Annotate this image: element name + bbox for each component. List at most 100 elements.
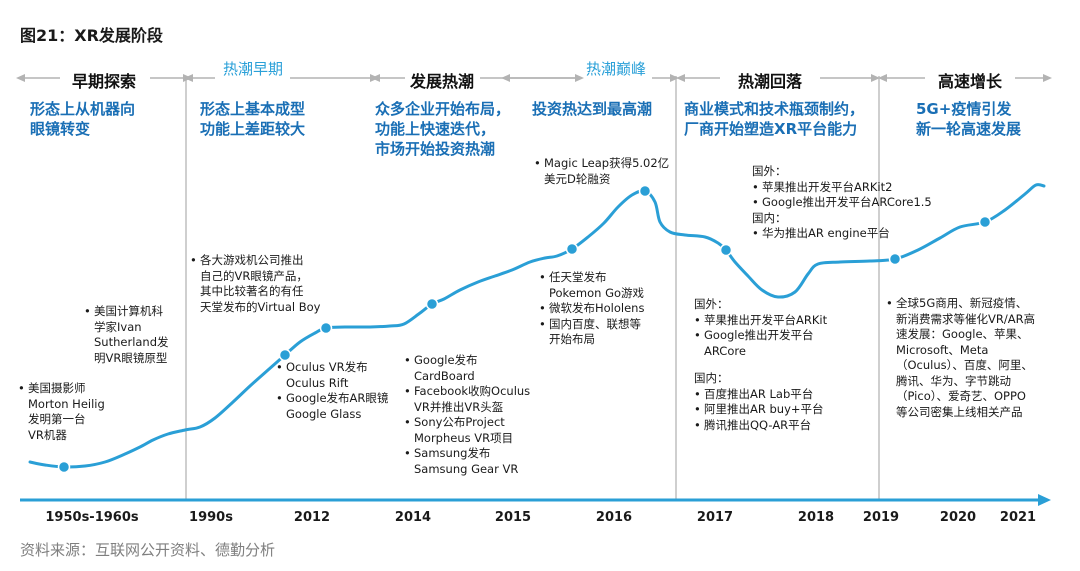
annotation-line: 天堂发布的Virtual Boy: [200, 299, 321, 314]
stage-description-line: 形态上基本成型: [200, 100, 306, 118]
x-tick-label: 2018: [797, 510, 835, 525]
annotation-line: 自己的VR眼镜产品，: [200, 268, 308, 283]
annotation-line: VR机器: [28, 427, 67, 442]
stage-description: 形态上从机器向 眼镜转变: [30, 99, 135, 139]
x-tick-label: 2012: [293, 510, 331, 525]
event-annotation: Google发布CardBoardFacebook收购OculusVR并推出VR…: [404, 353, 530, 477]
stage-description: 众多企业开始布局， 功能上快速迭代， 市场开始投资热潮: [375, 99, 510, 159]
annotation-line: Sutherland发: [94, 335, 169, 349]
event-point: [425, 297, 439, 311]
source-note: 资料来源：互联网公开资料、德勤分析: [20, 541, 276, 559]
annotation-line: Google推出开发平台: [694, 328, 827, 344]
annotation-line: Google Glass: [286, 406, 362, 421]
annotation-line: 国外：: [694, 297, 729, 311]
event-point: [319, 321, 333, 335]
annotation-line: VR并推出VR头盔: [414, 399, 504, 414]
event-annotation: 国外： 苹果推出开发平台ARKitGoogle推出开发平台ARCore 国内： 百度推…: [694, 297, 827, 433]
stage-description-line: 投资热达到最高潮: [532, 100, 653, 118]
event-point: [278, 348, 292, 362]
x-tick-label: 2016: [595, 510, 633, 525]
annotation-line: 国内：: [752, 210, 787, 225]
annotation-line: Morpheus VR项目: [414, 430, 514, 445]
stage-name: 热潮回落: [737, 72, 803, 91]
stage-description: 5G+疫情引发 新一轮高速发展: [916, 99, 1021, 139]
event-point: [888, 252, 902, 266]
annotation-line: 任天堂发布: [539, 270, 644, 286]
stage-description: 形态上基本成型 功能上差距较大: [200, 99, 305, 139]
event-annotation: 国外： 苹果推出开发平台ARKit2Google推出开发平台ARCore1.5国内…: [752, 164, 932, 242]
stage-name: 早期探索: [71, 72, 137, 91]
annotation-line: 开始布局: [549, 332, 595, 346]
x-tick-label: 2020: [939, 510, 977, 525]
x-tick-label: 1990s: [189, 510, 233, 525]
annotation-line: Samsung Gear VR: [414, 461, 519, 476]
annotation-line: 新消费需求等催化VR/AR高: [896, 311, 1036, 326]
annotation-line: 微软发布Hololens: [539, 301, 644, 317]
x-tick-label: 1950s-1960s: [45, 510, 139, 525]
annotation-line: 腾讯、华为、字节跳动: [896, 373, 1011, 388]
stage-name: 发展热潮: [409, 72, 475, 91]
annotation-line: 明VR眼镜原型: [94, 350, 168, 365]
stage-description: 商业模式和技术瓶颈制约， 厂商开始塑造XR平台能力: [684, 99, 864, 139]
x-tick-label: 2017: [696, 510, 734, 525]
annotation-line: Samsung发布: [404, 446, 530, 462]
annotation-line: 其中比较著名的有任: [200, 284, 304, 298]
annotation-line: 国内百度、联想等: [539, 317, 644, 333]
annotation-line: 各大游戏机公司推出: [190, 253, 320, 269]
stage-description-line: 形态上从机器向: [30, 100, 136, 118]
x-tick-label: 2021: [999, 510, 1037, 525]
annotation-line: 美国摄影师: [18, 381, 105, 397]
x-tick-label: 2015: [494, 510, 532, 525]
stage-description-line: 市场开始投资热潮: [375, 140, 496, 158]
event-annotation: 各大游戏机公司推出自己的VR眼镜产品，其中比较著名的有任天堂发布的Virtual…: [190, 253, 320, 315]
annotation-line: 苹果推出开发平台ARKit2: [752, 180, 932, 196]
annotation-line: 学家Ivan: [94, 319, 142, 334]
stage-description-line: 5G+疫情引发: [916, 100, 1012, 118]
stage-description-line: 商业模式和技术瓶颈制约，: [684, 100, 865, 118]
annotation-line: 速发展：Google、苹果、: [896, 327, 1029, 341]
annotation-line: ARCore: [704, 343, 746, 358]
annotation-line: 苹果推出开发平台ARKit: [694, 313, 827, 329]
event-point: [565, 242, 579, 256]
stage-description-line: 功能上差距较大: [200, 120, 306, 138]
stage-description-line: 厂商开始塑造XR平台能力: [684, 120, 858, 138]
stage-sub-label: 热潮巅峰: [585, 60, 647, 78]
annotation-line: 百度推出AR Lab平台: [694, 387, 827, 403]
annotation-line: Google推出开发平台ARCore1.5: [752, 195, 932, 211]
event-point: [638, 184, 652, 198]
annotation-line: 等公司密集上线相关产品: [896, 404, 1023, 419]
annotation-line: Oculus Rift: [286, 375, 349, 390]
annotation-line: 国内：: [694, 371, 729, 385]
annotation-line: Sony公布Project: [404, 415, 530, 431]
annotation-line: 全球5G商用、新冠疫情、: [886, 296, 1035, 312]
annotation-line: CardBoard: [414, 368, 475, 383]
event-annotation: 全球5G商用、新冠疫情、新消费需求等催化VR/AR高速发展：Google、苹果、…: [886, 296, 1035, 420]
annotation-line: 华为推出AR engine平台: [752, 226, 932, 242]
annotation-line: Facebook收购Oculus: [404, 384, 530, 400]
annotation-line: 阿里推出AR buy+平台: [694, 402, 827, 418]
annotation-line: 腾讯推出QQ-AR平台: [694, 418, 827, 434]
annotation-line: 美元D轮融资: [544, 171, 611, 186]
figure-title: 图21：XR发展阶段: [20, 26, 163, 45]
x-tick-label: 2014: [394, 510, 432, 525]
event-point: [57, 460, 71, 474]
stage-sub-label: 热潮早期: [222, 60, 284, 78]
annotation-line: Microsoft、Meta: [896, 342, 989, 357]
stage-description-line: 功能上快速迭代，: [375, 120, 496, 138]
x-tick-label: 2019: [862, 510, 900, 525]
annotation-line: （Oculus）、百度、阿里、: [896, 358, 1033, 372]
stage-description-line: 众多企业开始布局，: [375, 100, 511, 118]
development-curve: [28, 183, 1046, 469]
annotation-line: Morton Heilig: [28, 396, 105, 411]
stage-description-line: 眼镜转变: [30, 120, 91, 138]
annotation-line: Google发布AR眼镜: [276, 391, 388, 407]
event-point: [978, 215, 992, 229]
annotation-line: Google发布: [404, 353, 530, 369]
annotation-line: （Pico）、爱奇艺、OPPO: [896, 389, 1026, 403]
annotation-line: 美国计算机科: [84, 304, 169, 320]
